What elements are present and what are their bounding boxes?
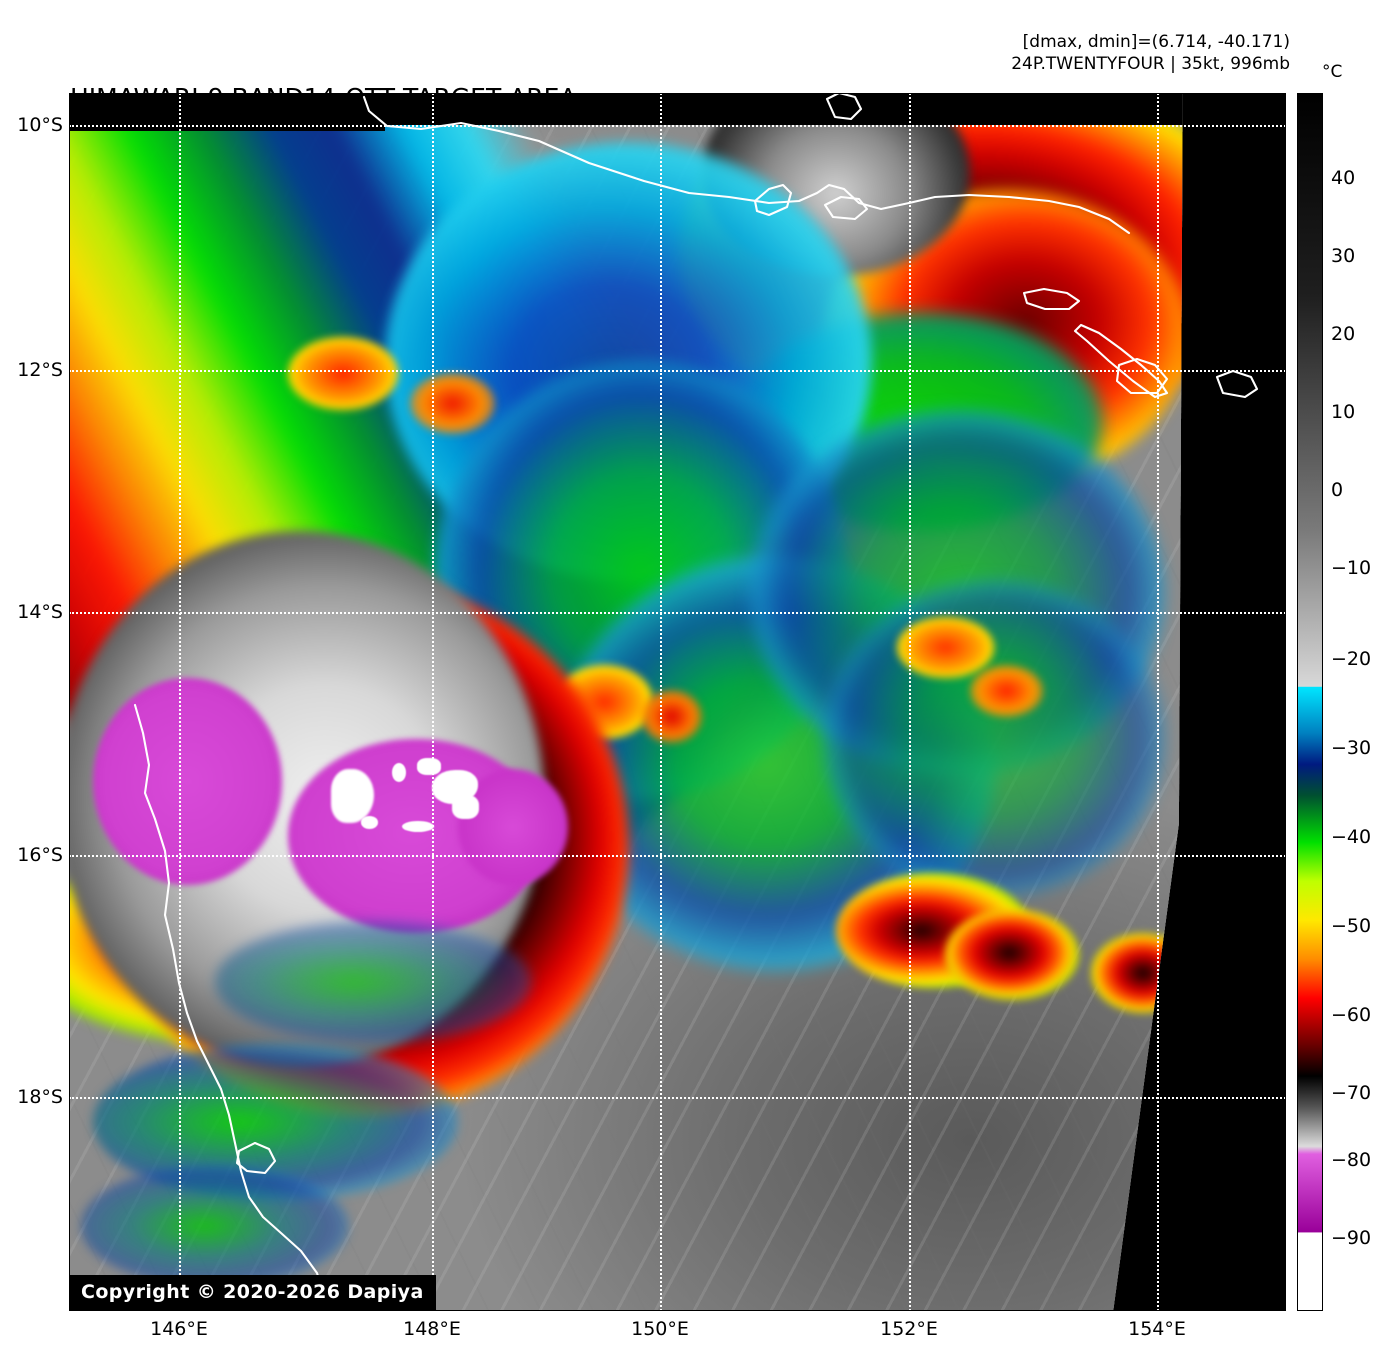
gridline-lon-148e (432, 93, 434, 1311)
lon-tick-150e: 150°E (631, 1318, 689, 1340)
lon-tick-152e: 152°E (880, 1318, 938, 1340)
coastline-island-e (1215, 369, 1259, 399)
east-central-green-field-south (823, 580, 1165, 897)
lat-tick-16s: 16°S (17, 844, 63, 866)
colorbar-tick-m60: −60 (1331, 1004, 1372, 1026)
colorbar-unit-label: °C (1322, 62, 1343, 82)
gridline-lat-12s (69, 370, 1286, 372)
gridline-lat-16s (69, 855, 1286, 857)
gridline-lon-154e (1157, 93, 1159, 1311)
southeast-cell-2 (945, 909, 1080, 1001)
overshooting-top-7 (402, 821, 435, 833)
colorbar-tick-m50: −50 (1331, 915, 1372, 937)
colorbar-tick-0: 0 (1331, 479, 1344, 501)
overshooting-top-5 (452, 794, 480, 819)
satellite-image-plot[interactable] (69, 93, 1286, 1311)
colorbar-tick-20: 20 (1331, 323, 1356, 345)
lat-tick-12s: 12°S (17, 359, 63, 381)
southwest-shower-cells-2 (81, 1164, 349, 1287)
lon-tick-146e: 146°E (150, 1318, 208, 1340)
header-metadata-block: [dmax, dmin]=(6.714, -40.171) 24P.TWENTY… (1011, 31, 1290, 75)
colorbar-tick-m80: −80 (1331, 1149, 1372, 1171)
colorbar-tick-m40: −40 (1331, 826, 1372, 848)
central-hotspot-2 (640, 689, 702, 744)
overshooting-top-3 (417, 758, 442, 776)
scan-edge-nodata-corner (69, 93, 386, 131)
southeast-cell-4 (1182, 951, 1183, 996)
colorbar-tick-m70: −70 (1331, 1082, 1372, 1104)
lat-tick-14s: 14°S (17, 601, 63, 623)
gridline-lon-150e (660, 93, 662, 1311)
gridline-lat-18s (69, 1097, 1286, 1099)
colorbar-tick-30: 30 (1331, 245, 1356, 267)
colorbar-tick-m90: −90 (1331, 1227, 1372, 1249)
colorbar-tick-40: 40 (1331, 167, 1356, 189)
central-hotspot-3 (896, 616, 994, 678)
overshooting-top-6 (361, 816, 379, 829)
central-hotspot-4 (969, 665, 1043, 717)
lat-tick-18s: 18°S (17, 1086, 63, 1108)
lon-tick-154e: 154°E (1128, 1318, 1186, 1340)
cold-top-magenta-west (93, 677, 282, 885)
gridline-lon-146e (179, 93, 181, 1311)
northwest-hotspot-2 (409, 373, 495, 435)
colorbar-gradient (1298, 94, 1322, 1310)
gridline-lat-14s (69, 612, 1286, 614)
southeast-cell-3 (1091, 933, 1183, 1013)
storm-info-label: 24P.TWENTYFOUR | 35kt, 996mb (1011, 54, 1290, 74)
gridline-lon-152e (909, 93, 911, 1311)
copyright-banner: Copyright © 2020-2026 Dapiya (69, 1275, 436, 1310)
lon-tick-148e: 148°E (403, 1318, 461, 1340)
northwest-hotspot-1 (288, 336, 398, 410)
colorbar-tick-m20: −20 (1331, 648, 1372, 670)
southwest-shower-cells-3 (215, 921, 532, 1044)
colorbar-tick-m30: −30 (1331, 737, 1372, 759)
overshooting-top-2 (391, 762, 407, 783)
overshooting-top-1 (330, 768, 375, 823)
colorbar-tick-10: 10 (1331, 401, 1356, 423)
satellite-data-swath (69, 93, 1183, 1311)
data-range-label: [dmax, dmin]=(6.714, -40.171) (1022, 32, 1290, 52)
colorbar[interactable] (1297, 93, 1323, 1311)
gridline-lat-10s (69, 125, 1286, 127)
lat-tick-10s: 10°S (17, 114, 63, 136)
colorbar-tick-m10: −10 (1331, 557, 1372, 579)
